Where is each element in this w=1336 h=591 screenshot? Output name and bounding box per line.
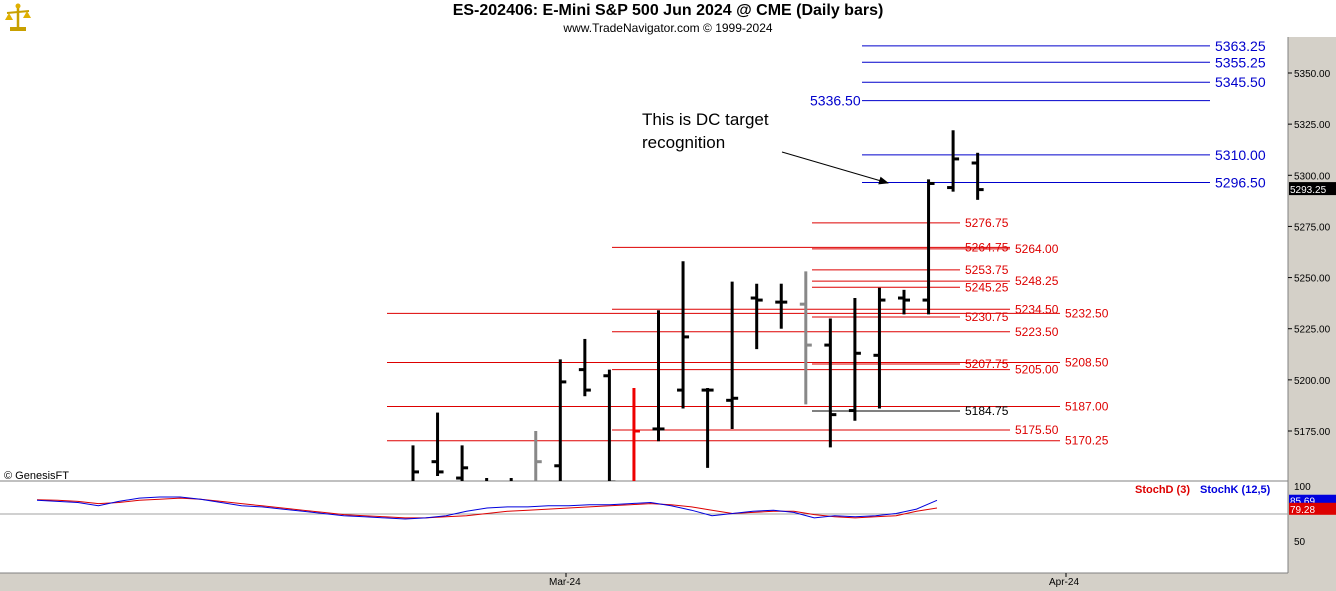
ohlc-bar [652, 310, 665, 442]
trade-navigator-logo [2, 2, 34, 39]
ohlc-bar [898, 289, 910, 315]
red-target-label: 5230.75 [965, 310, 1009, 324]
ohlc-bar [947, 130, 960, 192]
ohlc-bar [750, 283, 763, 350]
red-target-label: 5248.25 [1015, 274, 1059, 288]
chart-title: ES-202406: E-Mini S&P 500 Jun 2024 @ CME… [452, 2, 884, 19]
ohlc-bar [578, 338, 591, 397]
stoch-plot-area [0, 481, 1288, 573]
chart-header: ES-202406: E-Mini S&P 500 Jun 2024 @ CME… [0, 0, 1336, 37]
ohlc-bar [456, 445, 469, 481]
ohlc-bar [603, 369, 616, 481]
red-target-label: 5223.50 [1015, 325, 1059, 339]
annotation-line-1: This is DC target [642, 110, 769, 129]
blue-target-label: 5336.50 [810, 93, 861, 109]
last-price-badge [1289, 182, 1336, 196]
ohlc-bar [824, 318, 837, 448]
ohlc-bar [726, 281, 739, 429]
red-target-label: 5232.50 [1065, 306, 1109, 320]
ohlc-bar [701, 388, 714, 468]
stochk-line [36, 496, 938, 520]
red-target-label: 5234.50 [1015, 302, 1059, 316]
annotation-line-2: recognition [642, 133, 725, 152]
blue-target-label: 5363.25 [1215, 38, 1266, 54]
price-axis [1288, 37, 1336, 573]
blue-target-label: 5296.50 [1215, 174, 1266, 190]
red-target-label: 5264.00 [1015, 242, 1059, 256]
last-price-label: 5293.25 [1290, 185, 1327, 196]
ohlc-bar [632, 388, 640, 481]
price-tick-label: 5275.00 [1294, 222, 1331, 233]
price-tick-label: 5350.00 [1294, 69, 1331, 80]
price-tick-label: 5250.00 [1294, 274, 1331, 285]
blue-target-label: 5355.25 [1215, 54, 1266, 70]
price-tick-label: 5200.00 [1294, 376, 1331, 387]
red-target-label: 5253.75 [965, 263, 1009, 277]
red-target-label: 5264.75 [965, 240, 1009, 254]
black-target-label: 5184.75 [965, 404, 1009, 418]
red-target-label: 5276.75 [965, 216, 1009, 230]
annotation-arrow [781, 151, 889, 185]
stochk-last-label: 85.69 [1290, 497, 1315, 508]
red-target-label: 5170.25 [1065, 434, 1109, 448]
ohlc-bar [873, 287, 886, 409]
stochastic-lines [36, 496, 938, 520]
ohlc-bar [534, 431, 542, 481]
red-target-label: 5207.75 [965, 357, 1009, 371]
ohlc-bar [848, 298, 861, 421]
price-tick-label: 5325.00 [1294, 120, 1331, 131]
stoch-tick-label: 50 [1294, 537, 1306, 548]
chart-subtitle: www.TradeNavigator.com © 1999-2024 [563, 21, 773, 35]
date-tick-label: Mar-24 [549, 577, 581, 588]
stochd-last-label: 79.28 [1290, 505, 1315, 516]
ohlc-bar [922, 179, 935, 315]
stochd-legend: StochD (3) [1135, 484, 1190, 496]
price-bars [411, 130, 984, 481]
stochd-last-badge [1289, 502, 1336, 515]
ohlc-bar [431, 412, 444, 477]
red-target-label: 5187.00 [1065, 399, 1109, 413]
red-target-label: 5175.50 [1015, 423, 1059, 437]
blue-target-label: 5345.50 [1215, 74, 1266, 90]
ohlc-bar [677, 261, 690, 409]
price-tick-label: 5175.00 [1294, 427, 1331, 438]
red-target-label: 5205.00 [1015, 363, 1059, 377]
date-axis-labels: Mar-24 Apr-24 [549, 573, 1079, 588]
blue-target-label: 5310.00 [1215, 147, 1266, 163]
ohlc-bar [799, 271, 812, 405]
stochk-legend: StochK (12,5) [1200, 484, 1271, 496]
ohlc-bar [554, 359, 567, 481]
ohlc-bar [411, 445, 419, 481]
date-axis [0, 573, 1336, 591]
scale-logo-icon [2, 2, 34, 34]
ohlc-bar [971, 152, 984, 200]
price-tick-label: 5225.00 [1294, 325, 1331, 336]
price-tick-label: 5300.00 [1294, 171, 1331, 182]
main-plot-area [0, 37, 1288, 481]
stoch-tick-label: 100 [1294, 482, 1311, 493]
ohlc-bar [775, 283, 788, 329]
red-target-label: 5208.50 [1065, 355, 1109, 369]
price-axis-labels: 5175.00 5200.00 5225.00 5250.00 5275.00 5300.… [1288, 69, 1336, 438]
copyright-label: © GenesisFT [4, 470, 69, 482]
red-target-label: 5245.25 [965, 280, 1009, 294]
date-tick-label: Apr-24 [1049, 577, 1079, 588]
